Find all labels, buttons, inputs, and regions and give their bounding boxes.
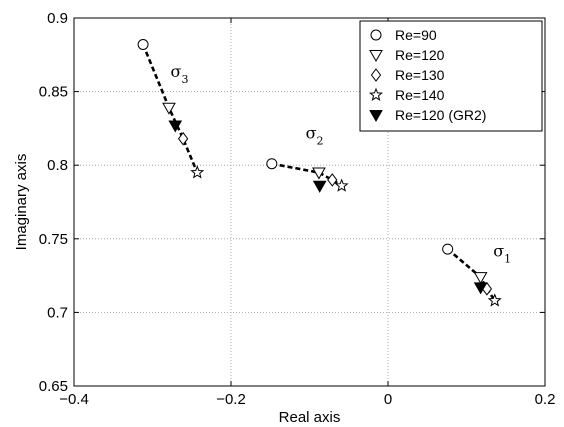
y-tick-label: 0.7 — [47, 304, 68, 321]
legend-entry-label: Re=120 (GR2) — [395, 107, 486, 123]
x-tick-label: −0.2 — [216, 391, 246, 408]
axis-ticks: −0.4 −0.2 0 0.2 0.65 0.7 0.75 0.8 0.85 0.9 — [39, 10, 556, 408]
sigma-subscript: 2 — [316, 135, 323, 148]
y-tick-label: 0.75 — [39, 231, 68, 248]
y-tick-label: 0.65 — [39, 378, 68, 395]
circle-marker — [266, 158, 278, 170]
sigma-subscript: 1 — [504, 252, 511, 265]
legend-box — [359, 20, 543, 132]
legend-entry-label: Re=120 — [395, 47, 445, 63]
y-tick-label: 0.85 — [39, 84, 68, 101]
legend-star-icon — [368, 87, 384, 101]
legend-entry-label: Re=140 — [395, 87, 445, 103]
diamond-marker — [327, 173, 338, 187]
dashed-curve — [141, 44, 199, 174]
circle-marker — [442, 243, 454, 255]
x-tick-label: 0 — [384, 391, 392, 408]
legend-triangle-down-icon — [369, 50, 383, 63]
triangle-down-marker — [168, 120, 183, 133]
y-axis-label: Imaginary axis — [13, 154, 30, 251]
diamond-marker — [177, 131, 189, 146]
triangle-down-marker — [473, 282, 488, 295]
star-marker — [334, 178, 349, 192]
y-tick-label: 0.9 — [47, 10, 68, 27]
triangle-down-marker — [312, 167, 326, 180]
legend-entry-label: Re=90 — [395, 27, 437, 43]
plot-frame — [73, 17, 546, 387]
y-tick-label: 0.8 — [47, 157, 68, 174]
triangle-down-marker — [162, 102, 176, 115]
circle-marker — [137, 38, 149, 50]
star-marker — [190, 165, 205, 179]
legend-triangle-down-icon — [369, 110, 383, 123]
legend-circle-icon — [370, 29, 382, 41]
x-axis-label: Real axis — [279, 409, 341, 426]
grid — [74, 18, 545, 386]
triangle-down-marker — [473, 272, 488, 285]
legend-diamond-icon — [370, 68, 382, 82]
sigma-subscript: 3 — [181, 73, 188, 86]
legend-entry-label: Re=130 — [395, 67, 445, 83]
dashed-curve — [271, 162, 343, 187]
triangle-down-marker — [312, 180, 327, 193]
x-tick-label: 0.2 — [535, 391, 556, 408]
star-marker — [487, 293, 502, 307]
legend: Re=90 Re=120 Re=130 Re=140 Re=120 (GR2) — [359, 20, 543, 132]
data-markers — [137, 38, 502, 307]
x-tick-label: −0.4 — [59, 391, 89, 408]
